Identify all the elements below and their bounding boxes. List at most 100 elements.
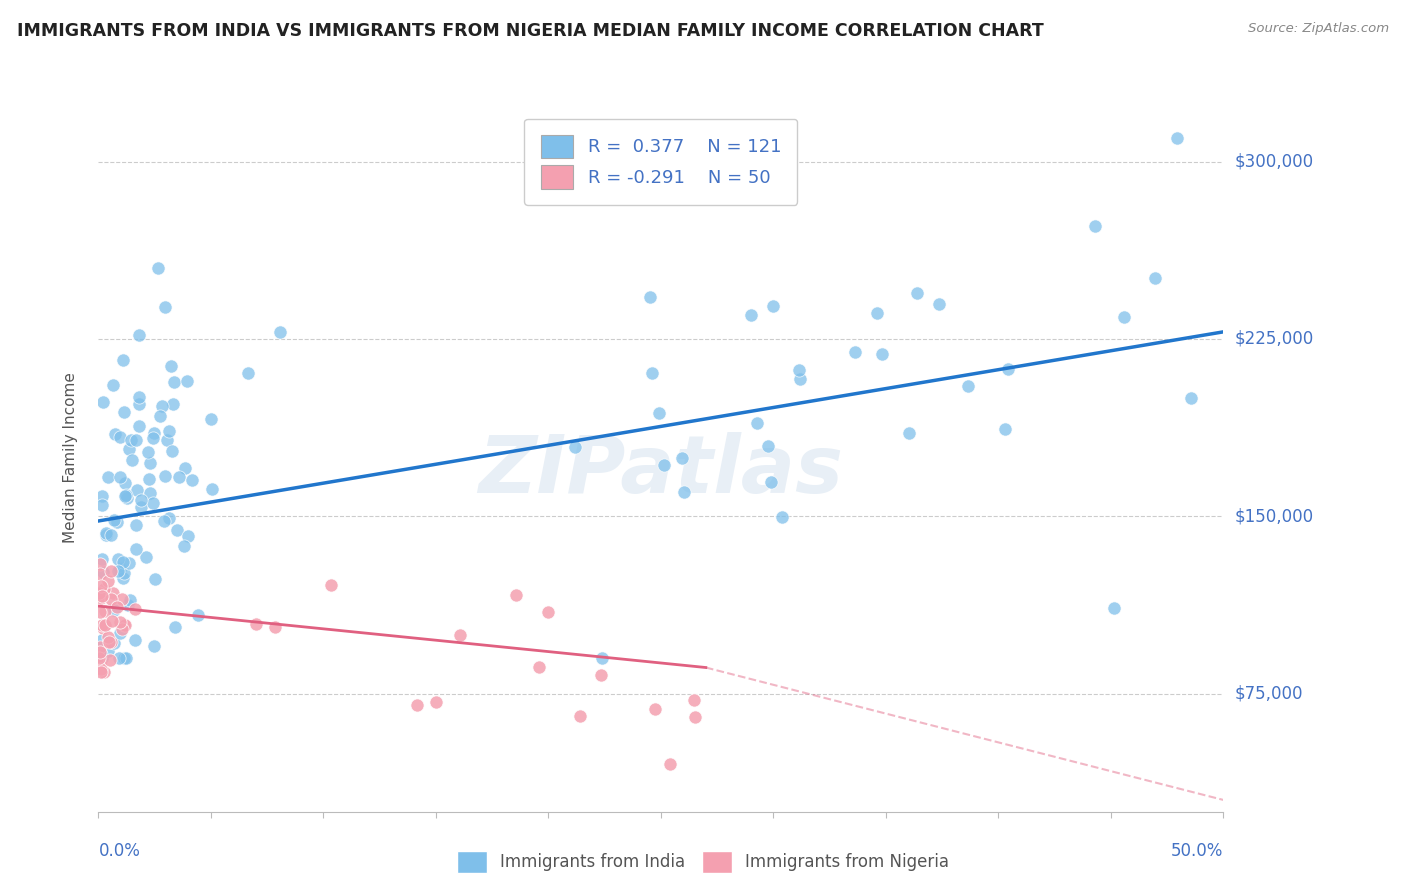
Point: [155, 433, 177, 447]
Point: [89, 605, 111, 619]
Point: [100, 634, 122, 648]
Point: [150, 399, 173, 413]
Point: [89, 657, 111, 671]
Point: [114, 489, 136, 503]
Point: [169, 470, 191, 484]
Point: [135, 549, 157, 564]
Point: [125, 542, 148, 557]
Point: [157, 511, 180, 525]
Point: [165, 620, 187, 634]
Point: [537, 605, 560, 619]
Point: [319, 578, 342, 592]
Point: [90, 665, 112, 679]
Point: [685, 709, 707, 723]
Point: [90, 552, 112, 566]
Point: [93, 665, 115, 679]
Point: [146, 260, 169, 275]
Legend: R =  0.377    N = 121, R = -0.291    N = 50: R = 0.377 N = 121, R = -0.291 N = 50: [524, 119, 797, 205]
Point: [97, 470, 120, 484]
Point: [111, 555, 134, 569]
Point: [1180, 391, 1202, 405]
Point: [104, 426, 127, 441]
Text: $75,000: $75,000: [1234, 684, 1303, 703]
Point: [91, 621, 114, 635]
Point: [105, 600, 128, 615]
Point: [759, 475, 782, 490]
Point: [117, 556, 139, 570]
Point: [997, 362, 1019, 376]
Point: [90, 489, 112, 503]
Point: [200, 482, 222, 496]
Point: [756, 439, 779, 453]
Point: [90, 632, 112, 647]
Point: [844, 344, 866, 359]
Point: [683, 693, 706, 707]
Point: [143, 639, 166, 653]
Point: [149, 409, 172, 424]
Point: [406, 698, 429, 713]
Point: [94, 618, 117, 632]
Point: [153, 300, 176, 314]
Point: [93, 582, 115, 596]
Point: [641, 366, 664, 380]
Point: [124, 633, 146, 648]
Point: [112, 566, 135, 580]
Point: [128, 327, 150, 342]
Point: [139, 456, 162, 470]
Text: 0.0%: 0.0%: [98, 842, 141, 860]
Point: [90, 651, 112, 665]
Point: [157, 424, 180, 438]
Point: [117, 598, 139, 612]
Point: [658, 757, 681, 772]
Point: [129, 493, 152, 508]
Point: [644, 701, 666, 715]
Point: [128, 390, 150, 404]
Point: [124, 601, 146, 615]
Point: [108, 626, 131, 640]
Point: [97, 574, 120, 588]
Point: [87, 650, 110, 665]
Point: [529, 660, 551, 674]
Point: [1084, 219, 1107, 233]
Point: [263, 619, 285, 633]
Point: [142, 426, 165, 441]
Point: [115, 651, 138, 665]
Point: [114, 488, 136, 502]
Point: [673, 485, 696, 500]
Point: [898, 426, 921, 441]
Point: [100, 564, 122, 578]
Point: [118, 442, 141, 457]
Point: [111, 571, 134, 585]
Text: IMMIGRANTS FROM INDIA VS IMMIGRANTS FROM NIGERIA MEDIAN FAMILY INCOME CORRELATIO: IMMIGRANTS FROM INDIA VS IMMIGRANTS FROM…: [17, 22, 1043, 40]
Point: [128, 396, 150, 410]
Point: [125, 433, 148, 447]
Point: [120, 593, 142, 607]
Point: [120, 434, 142, 448]
Point: [90, 647, 112, 661]
Point: [1166, 131, 1188, 145]
Point: [107, 552, 129, 566]
Point: [173, 539, 195, 553]
Point: [103, 377, 125, 392]
Point: [103, 635, 125, 649]
Point: [269, 325, 291, 339]
Y-axis label: Median Family Income: Median Family Income: [63, 372, 77, 542]
Point: [142, 496, 165, 510]
Point: [589, 668, 612, 682]
Point: [90, 589, 112, 603]
Point: [166, 523, 188, 537]
Point: [905, 285, 928, 300]
Point: [112, 617, 135, 632]
Point: [591, 651, 613, 665]
Point: [159, 359, 181, 374]
Point: [762, 299, 785, 313]
Point: [108, 470, 131, 484]
Point: [174, 461, 197, 475]
Point: [870, 347, 893, 361]
Point: [138, 472, 160, 486]
Point: [108, 651, 131, 665]
Point: [94, 528, 117, 542]
Legend: Immigrants from India, Immigrants from Nigeria: Immigrants from India, Immigrants from N…: [450, 845, 956, 880]
Point: [111, 353, 134, 368]
Point: [90, 662, 112, 676]
